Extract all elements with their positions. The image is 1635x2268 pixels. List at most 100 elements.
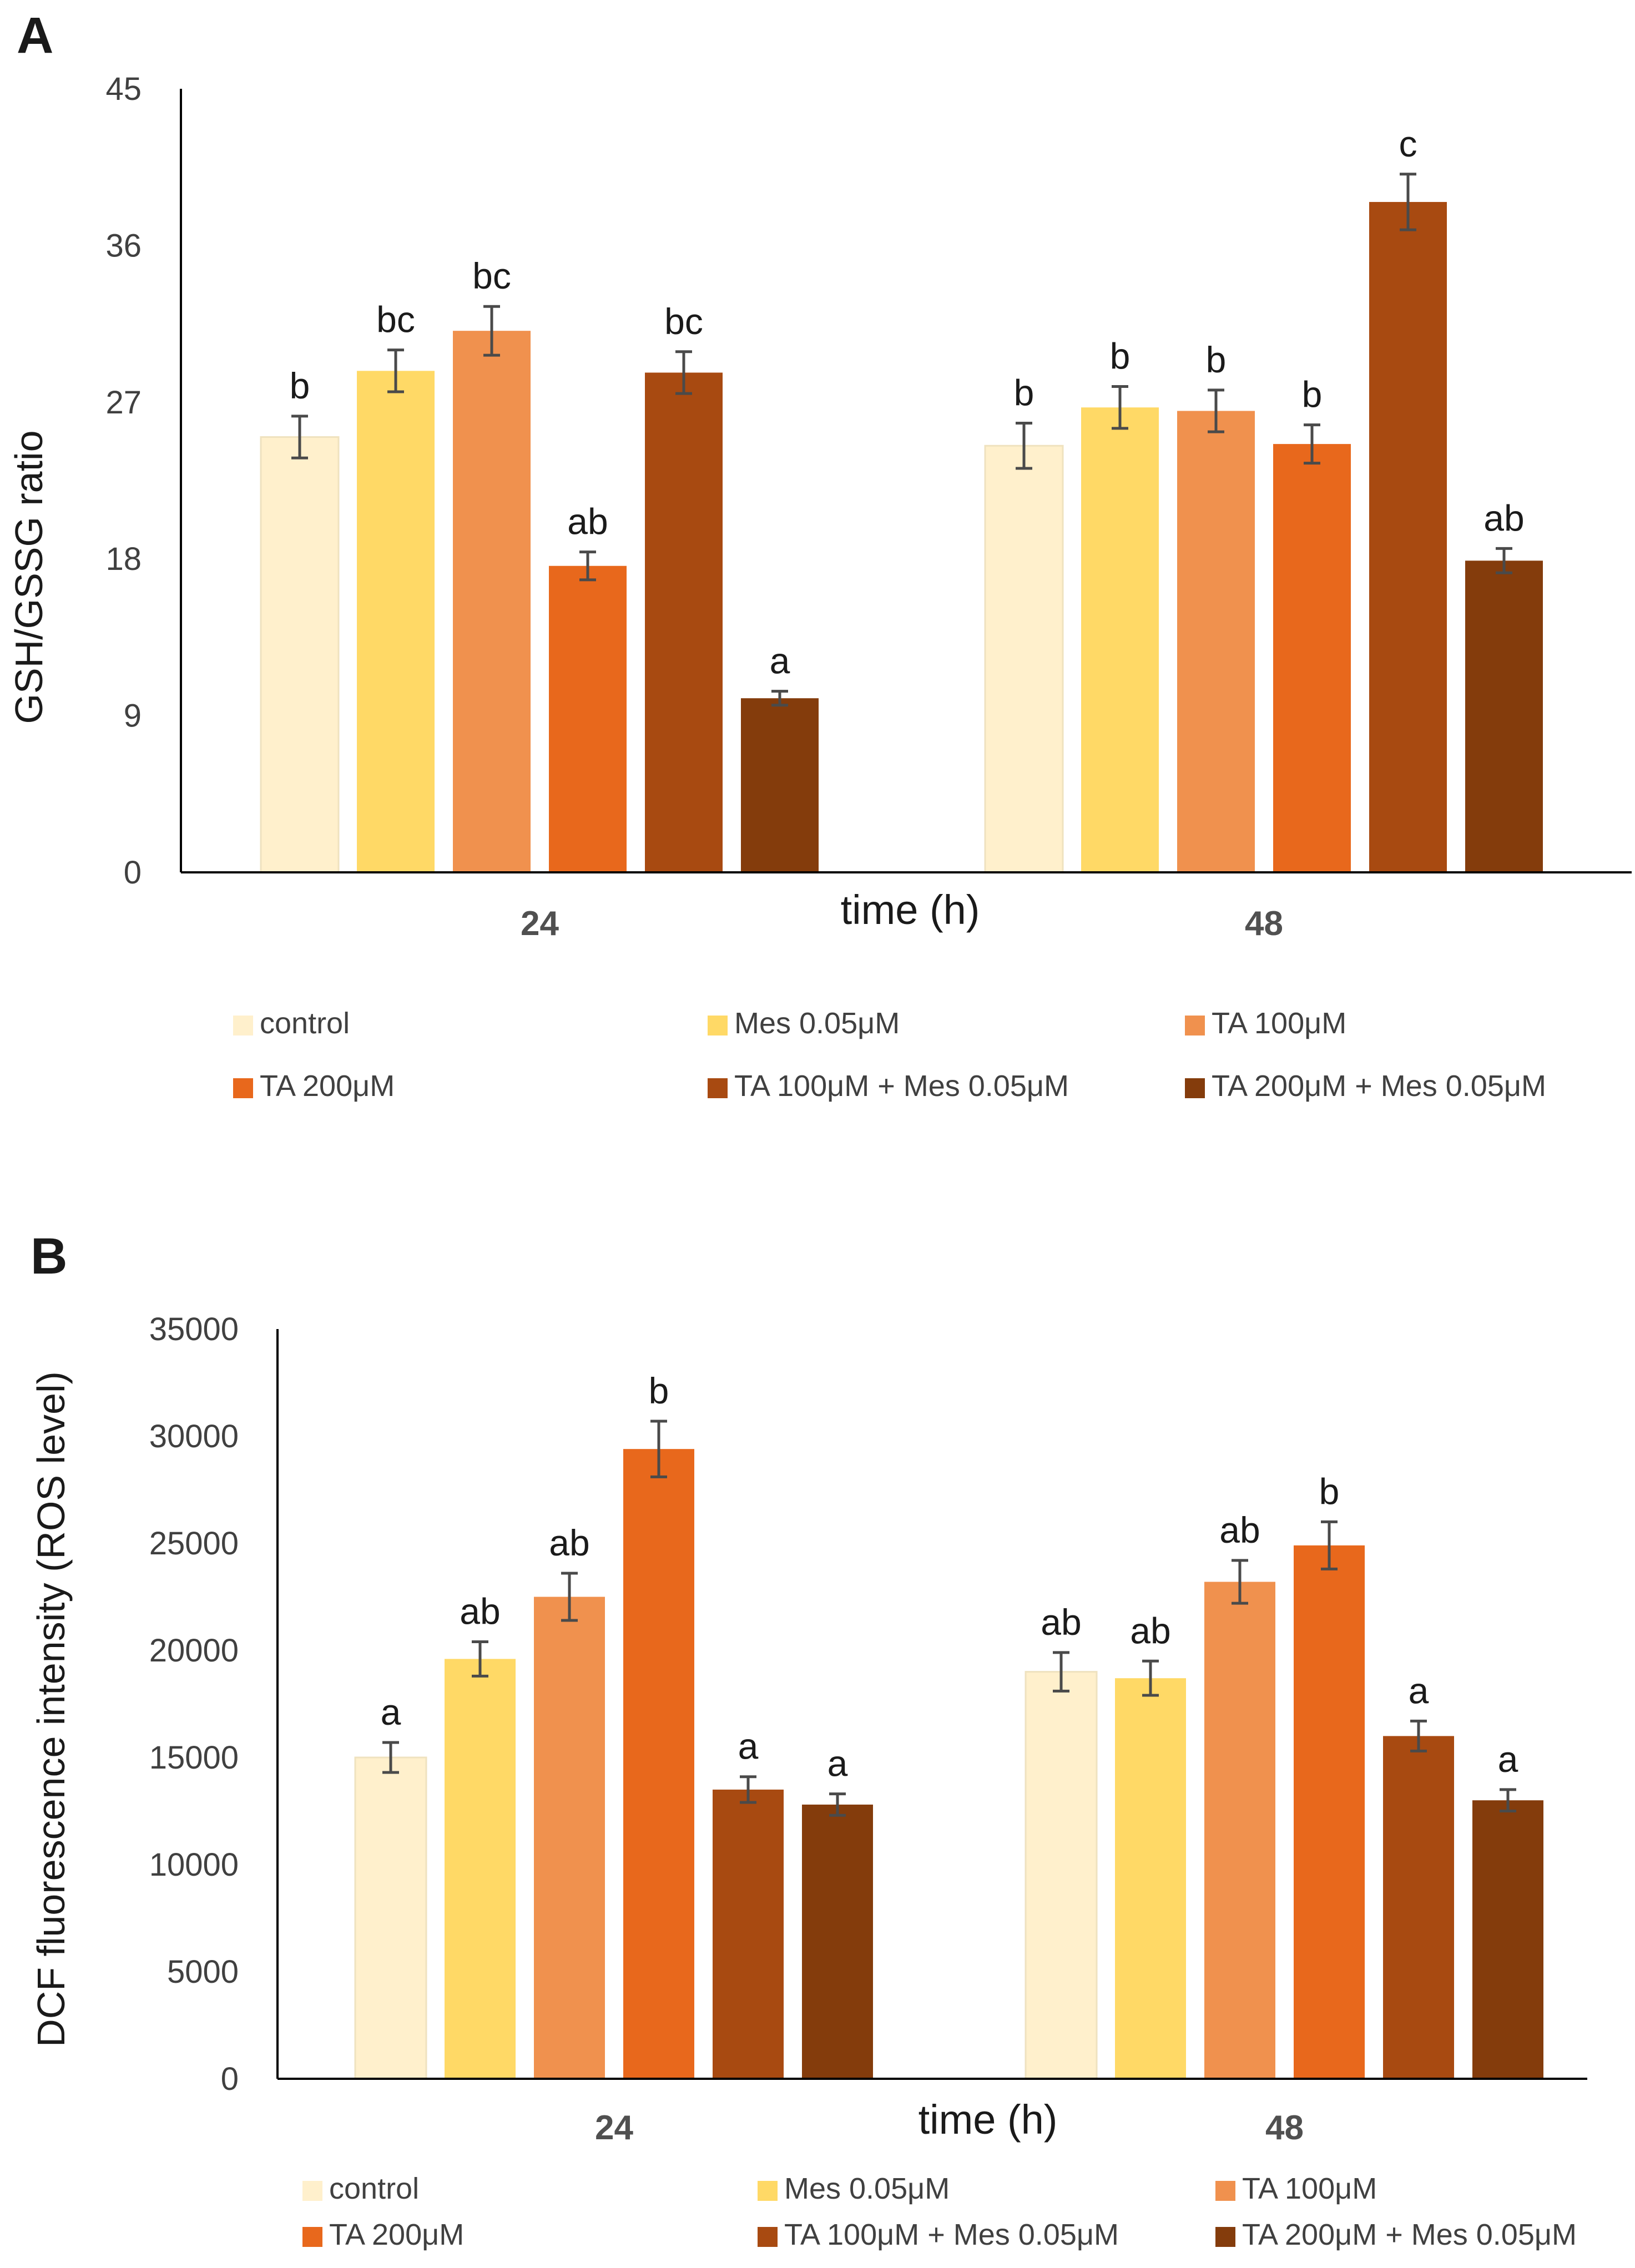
panel-b-label: B xyxy=(31,1228,67,1285)
y-tick-label: 30000 xyxy=(149,1418,239,1454)
legend-label: Mes 0.05μM xyxy=(734,1007,900,1040)
significance-label: a xyxy=(827,1743,848,1784)
x-category-label: 24 xyxy=(521,905,559,943)
significance-label: bc xyxy=(376,299,415,340)
legend-label: control xyxy=(260,1007,350,1040)
bar xyxy=(1383,1736,1454,2079)
y-tick-label: 10000 xyxy=(149,1847,239,1883)
significance-label: b xyxy=(290,365,310,406)
legend-swatch xyxy=(708,1016,728,1035)
bar xyxy=(1025,1671,1098,2080)
bar xyxy=(453,331,531,872)
bar xyxy=(1115,1678,1186,2079)
panel-a-label: A xyxy=(17,7,53,64)
bar xyxy=(549,565,627,872)
panel-a-chart: A 0 9 18 27 36 45 b b bc b bc b ab b bc c a ab 24 48 time… xyxy=(7,7,1632,1103)
bar xyxy=(445,1659,516,2079)
significance-label: a xyxy=(1409,1670,1429,1711)
y-tick-label: 25000 xyxy=(149,1526,239,1562)
bar xyxy=(1465,560,1543,872)
significance-label: ab xyxy=(549,1522,589,1563)
significance-label: c xyxy=(1399,123,1417,164)
bar xyxy=(1369,201,1447,872)
legend-label: TA 200μM + Mes 0.05μM xyxy=(1212,1069,1546,1103)
panel-b-x-categories: 24 48 xyxy=(595,2109,1304,2147)
panel-b-y-axis-label: DCF fluorescence intensity (ROS level) xyxy=(29,1371,73,2047)
bar xyxy=(357,371,435,872)
significance-label: ab xyxy=(460,1591,500,1632)
bar xyxy=(354,1756,427,2080)
bar xyxy=(1204,1582,1275,2079)
y-tick-label: 20000 xyxy=(149,1633,239,1669)
panel-b-x-axis-label: time (h) xyxy=(919,2097,1058,2143)
legend-swatch xyxy=(233,1016,253,1035)
legend-swatch xyxy=(302,2181,322,2201)
legend-label: TA 200μM xyxy=(329,2218,464,2251)
bar xyxy=(1081,407,1159,872)
legend-swatch xyxy=(1185,1078,1205,1098)
panel-b-y-ticks: 0 5000 10000 15000 20000 25000 30000 35000 xyxy=(149,1311,239,2097)
y-tick-label: 35000 xyxy=(149,1311,239,1347)
x-category-label: 48 xyxy=(1245,905,1283,943)
significance-label: ab xyxy=(1219,1509,1260,1550)
significance-label: ab xyxy=(1483,497,1524,538)
panel-b-axes xyxy=(276,1329,1587,2080)
y-tick-label: 0 xyxy=(221,2061,239,2097)
y-tick-label: 36 xyxy=(105,228,142,264)
legend-swatch xyxy=(708,1078,728,1098)
bar xyxy=(1294,1545,1365,2079)
legend-swatch xyxy=(1215,2227,1235,2247)
x-category-label: 24 xyxy=(595,2109,633,2147)
legend-label: TA 100μM + Mes 0.05μM xyxy=(784,2218,1119,2251)
bar xyxy=(802,1804,873,2079)
legend-swatch xyxy=(302,2227,322,2247)
legend-label: Mes 0.05μM xyxy=(784,2172,950,2205)
legend-swatch xyxy=(1185,1016,1205,1035)
significance-label: b xyxy=(1206,339,1227,380)
panel-a-y-ticks: 0 9 18 27 36 45 xyxy=(105,71,142,891)
significance-label: ab xyxy=(1041,1602,1081,1643)
significance-label: a xyxy=(738,1726,759,1767)
legend-label: TA 200μM + Mes 0.05μM xyxy=(1242,2218,1577,2251)
bar xyxy=(623,1449,694,2079)
y-tick-label: 27 xyxy=(105,385,142,421)
y-tick-label: 5000 xyxy=(167,1954,239,1990)
y-tick-label: 45 xyxy=(105,71,142,107)
bar xyxy=(534,1597,605,2079)
bar xyxy=(1177,411,1255,872)
panel-b-legend: control Mes 0.05μM TA 100μM TA 200μM TA 100μ… xyxy=(302,2172,1577,2251)
significance-label: b xyxy=(1110,336,1131,377)
x-category-label: 48 xyxy=(1265,2109,1304,2147)
significance-label: a xyxy=(381,1691,401,1732)
significance-label: bc xyxy=(472,255,511,296)
legend-label: TA 100μM xyxy=(1242,2172,1377,2205)
legend-label: control xyxy=(329,2172,419,2205)
significance-label: b xyxy=(1014,372,1035,413)
bar xyxy=(260,436,340,873)
legend-label: TA 100μM + Mes 0.05μM xyxy=(734,1069,1069,1103)
legend-swatch xyxy=(758,2181,778,2201)
significance-label: a xyxy=(1498,1739,1518,1780)
legend-swatch xyxy=(233,1078,253,1098)
significance-label: b xyxy=(1302,374,1323,415)
y-tick-label: 18 xyxy=(105,541,142,577)
significance-label: b xyxy=(1319,1471,1340,1512)
bar xyxy=(984,444,1064,873)
y-tick-label: 9 xyxy=(124,698,142,734)
legend-label: TA 200μM xyxy=(260,1069,395,1103)
bar xyxy=(713,1789,784,2079)
panel-a-legend: control Mes 0.05μM TA 100μM TA 200μM TA 100μ… xyxy=(233,1007,1546,1103)
panel-b-bars: a ab ab ab ab ab b b a a a a xyxy=(354,1370,1543,2080)
bar xyxy=(741,698,819,872)
bar xyxy=(1472,1800,1543,2079)
panel-a-x-categories: 24 48 xyxy=(521,905,1283,943)
significance-label: ab xyxy=(567,501,608,542)
y-tick-label: 0 xyxy=(124,855,142,891)
bar xyxy=(645,372,723,872)
panel-a-axes xyxy=(180,89,1632,873)
panel-a-bars: b b bc b bc b ab b bc c a ab xyxy=(260,123,1543,873)
panel-a-x-axis-label: time (h) xyxy=(841,887,980,933)
significance-label: a xyxy=(770,640,790,681)
